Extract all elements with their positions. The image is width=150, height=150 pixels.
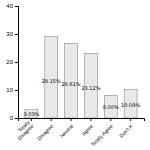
x-tick-label: Don't K [118,122,134,138]
data-labels: 3.03% 29.15%26.61%23.12% 8.00%10.09% [23,78,140,117]
x-tick-mark [90,118,91,121]
chart: 010203040TotallyDisagreeDisagreeNeutralA… [0,0,150,150]
x-tick-label-line: Disagree [36,123,55,142]
x-tick-label: Agree [80,123,94,137]
x-tick-label-line: Don't K [118,122,134,138]
y-tick: 10 [6,87,18,93]
y-tick-mark [15,34,18,35]
y-tick-label: 20 [6,59,13,65]
y-axis: 0 10 20 30 40 [6,3,18,121]
x-tick-mark [51,118,52,121]
x-tick: Totally Agree [89,118,114,147]
y-tick: 0 [10,115,18,121]
data-label: 29.15% [42,78,61,84]
y-tick-label: 30 [6,31,13,37]
x-tick: TotallyDisagree [12,118,35,141]
y-tick-mark [15,90,18,91]
data-label: 26.61% [62,81,81,87]
x-tick: Disagree [36,118,55,141]
y-tick-label: 0 [10,115,14,121]
y-tick: 30 [6,31,18,37]
x-tick-label-line: Agree [80,123,94,137]
x-tick: Agree [80,118,94,137]
y-tick: 40 [6,3,18,9]
x-tick-label: Disagree [36,123,55,142]
x-tick: Don't K [118,118,134,139]
plot: 010203040TotallyDisagreeDisagreeNeutralA… [6,3,144,147]
y-tick-label: 40 [6,3,13,9]
y-tick-mark [15,118,18,119]
x-tick-mark [110,118,111,121]
x-tick-label: Totally Agree [89,123,114,148]
data-label: 8.00% [103,104,119,110]
y-tick-mark [15,62,18,63]
x-tick-label-line: Disagree [16,123,35,142]
y-axis-line [15,7,19,119]
x-tick-mark [130,118,131,121]
x-axis: TotallyDisagreeDisagreeNeutralAgreeTotal… [12,118,144,147]
x-tick-label: Neutral [59,123,75,139]
x-tick-mark [31,118,32,121]
data-label: 23.12% [81,85,100,91]
x-tick-label-line: Totally Agree [89,123,114,148]
x-tick: Neutral [59,118,75,139]
y-tick-mark [15,6,18,7]
x-tick-label: TotallyDisagree [12,119,35,142]
y-tick: 20 [6,59,18,65]
data-label: 10.09% [121,102,140,108]
y-tick-label: 10 [6,87,13,93]
x-axis-line [19,119,145,122]
data-label: 3.03% [23,111,39,117]
x-tick-mark [71,118,72,121]
x-tick-label-line: Neutral [59,123,75,139]
